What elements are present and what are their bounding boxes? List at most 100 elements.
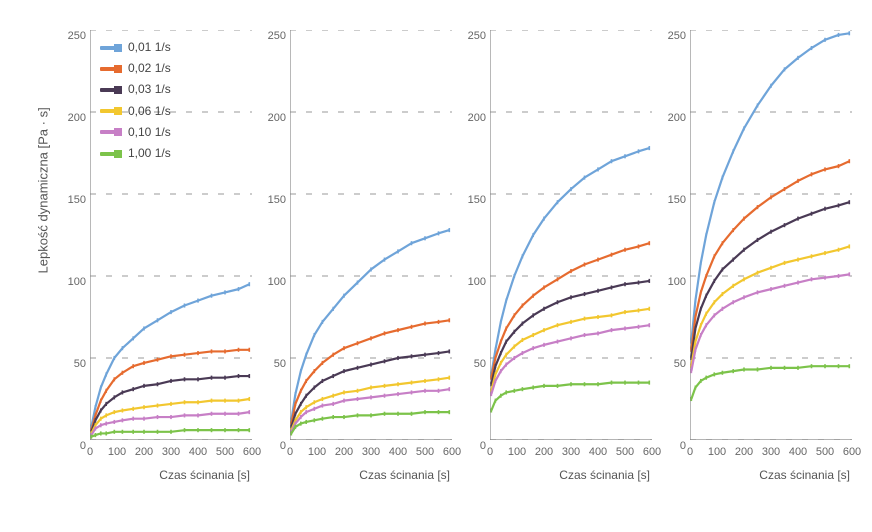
series-marker-icon <box>248 348 250 352</box>
series-marker-icon <box>722 307 724 311</box>
chart-panels: 0501001502002500100200300400500600Czas ś… <box>60 20 860 500</box>
series-marker-icon <box>424 379 426 383</box>
series-marker-icon <box>113 356 115 360</box>
series-marker-icon <box>224 428 226 432</box>
series-marker-icon <box>713 279 715 283</box>
ytick-label: 250 <box>668 30 686 42</box>
series-marker-icon <box>770 195 772 199</box>
series-marker-icon <box>95 405 97 409</box>
ytick-label: 200 <box>268 112 286 124</box>
series-marker-icon <box>384 394 386 398</box>
series-marker-icon <box>184 303 186 307</box>
ytick-label: 250 <box>268 30 286 42</box>
series-marker-icon <box>224 290 226 294</box>
series-marker-icon <box>570 382 572 386</box>
series-marker-icon <box>322 417 324 421</box>
series-marker-icon <box>248 374 250 378</box>
series-marker-icon <box>505 353 507 357</box>
series-marker-icon <box>557 340 559 344</box>
y-axis-label: Lepkość dynamiczna [Pa · s] <box>36 107 51 273</box>
series-marker-icon <box>797 217 799 221</box>
ytick-label: 0 <box>80 440 86 452</box>
series-marker-icon <box>513 356 515 360</box>
series-marker-icon <box>695 326 697 330</box>
series-marker-icon <box>211 376 213 380</box>
legend-item: 1,00 1/s <box>100 144 171 163</box>
series-marker-icon <box>757 205 759 209</box>
series-marker-icon <box>495 399 497 403</box>
series-marker-icon <box>584 292 586 296</box>
series-marker-icon <box>848 244 850 248</box>
series-marker-icon <box>300 389 302 393</box>
series-marker-icon <box>322 320 324 324</box>
series-marker-icon <box>397 328 399 332</box>
series-marker-icon <box>122 371 124 375</box>
series-marker-icon <box>624 248 626 252</box>
ytick-label: 150 <box>468 194 486 206</box>
series-marker-icon <box>722 371 724 375</box>
series-marker-icon <box>397 392 399 396</box>
xtick-label: 400 <box>389 446 407 458</box>
series-marker-icon <box>170 402 172 406</box>
series-marker-icon <box>224 412 226 416</box>
series-marker-icon <box>248 428 250 432</box>
series-marker-icon <box>543 307 545 311</box>
series-marker-icon <box>411 325 413 329</box>
series-marker-icon <box>797 56 799 60</box>
series-marker-icon <box>100 399 102 403</box>
series-marker-icon <box>495 348 497 352</box>
series-marker-icon <box>113 420 115 424</box>
series-marker-icon <box>624 154 626 158</box>
series-marker-icon <box>784 284 786 288</box>
series-line <box>691 246 849 366</box>
series-marker-icon <box>157 358 159 362</box>
series-marker-icon <box>411 354 413 358</box>
series-marker-icon <box>811 212 813 216</box>
x-axis-label: Czas ścinania [s] <box>759 468 850 482</box>
series-marker-icon <box>113 377 115 381</box>
series-marker-icon <box>197 400 199 404</box>
series-marker-icon <box>557 300 559 304</box>
series-marker-icon <box>757 103 759 107</box>
series-marker-icon <box>495 356 497 360</box>
series-marker-icon <box>295 402 297 406</box>
series-marker-icon <box>95 413 97 417</box>
series-line <box>491 383 649 411</box>
series-marker-icon <box>648 323 650 327</box>
xtick-label: 300 <box>362 446 380 458</box>
series-marker-icon <box>513 389 515 393</box>
series-marker-icon <box>557 323 559 327</box>
series-marker-icon <box>597 167 599 171</box>
series-marker-icon <box>224 349 226 353</box>
series-marker-icon <box>105 431 107 435</box>
xtick-label: 400 <box>189 446 207 458</box>
legend-label: 0,01 1/s <box>128 38 171 57</box>
series-marker-icon <box>384 384 386 388</box>
series-marker-icon <box>695 299 697 303</box>
series-marker-icon <box>438 377 440 381</box>
xtick-label: 600 <box>843 446 861 458</box>
series-marker-icon <box>248 410 250 414</box>
series-marker-icon <box>343 399 345 403</box>
series-marker-icon <box>522 322 524 326</box>
series-marker-icon <box>570 187 572 191</box>
series-marker-icon <box>811 172 813 176</box>
series-marker-icon <box>848 159 850 163</box>
legend-label: 1,00 1/s <box>128 144 171 163</box>
series-marker-icon <box>332 415 334 419</box>
series-marker-icon <box>122 408 124 412</box>
series-marker-icon <box>132 364 134 368</box>
series-marker-icon <box>295 425 297 429</box>
series-marker-icon <box>500 340 502 344</box>
series-marker-icon <box>584 317 586 321</box>
series-marker-icon <box>105 413 107 417</box>
series-marker-icon <box>784 223 786 227</box>
series-marker-icon <box>638 308 640 312</box>
series-marker-icon <box>122 418 124 422</box>
series-marker-icon <box>532 233 534 237</box>
chart-panel: 0501001502002500100200300400500600Czas ś… <box>460 20 660 500</box>
series-marker-icon <box>300 410 302 414</box>
series-marker-icon <box>100 408 102 412</box>
series-marker-icon <box>305 410 307 414</box>
series-marker-icon <box>95 433 97 437</box>
